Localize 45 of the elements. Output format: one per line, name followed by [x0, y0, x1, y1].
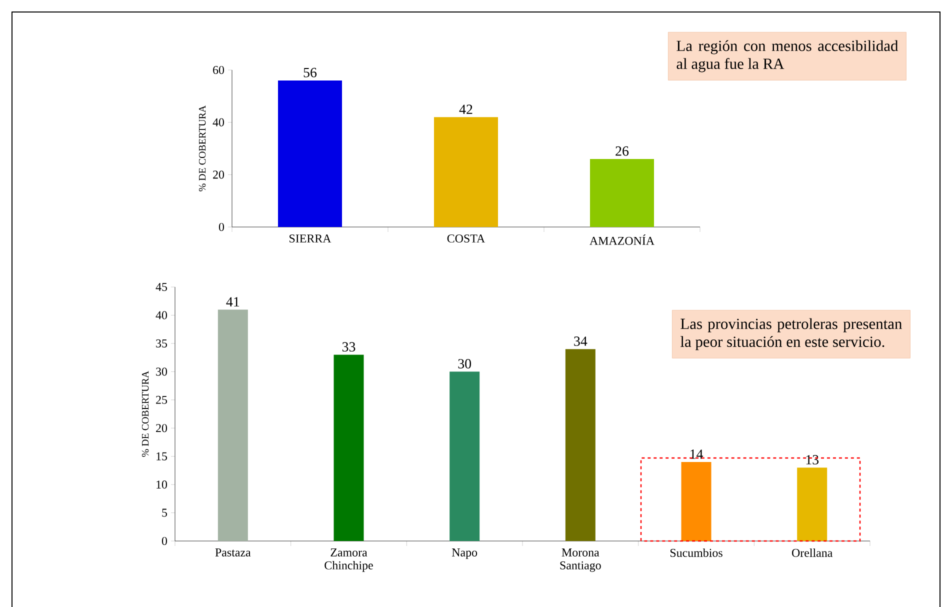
data-label: 56 — [304, 68, 317, 78]
x-tick-label: COSTA — [447, 234, 486, 243]
x-tick-label: Napo — [452, 548, 478, 559]
x-tick-label: Sucumbios — [670, 548, 722, 557]
data-label: 14 — [690, 450, 704, 459]
y-tick-label: 30 — [156, 368, 168, 376]
y-tick-label: 20 — [213, 170, 224, 179]
y-tick-label: 60 — [213, 66, 224, 74]
bar — [218, 310, 248, 541]
bar — [565, 349, 596, 541]
data-label: 26 — [616, 146, 629, 156]
bar — [450, 372, 480, 541]
data-label: 34 — [574, 336, 588, 346]
data-label: 13 — [806, 455, 819, 464]
bar — [278, 80, 342, 227]
data-label: 41 — [226, 297, 240, 306]
y-tick-label: 15 — [156, 452, 168, 460]
y-tick-label: 45 — [156, 283, 168, 291]
data-label: 30 — [458, 359, 472, 368]
bar — [334, 354, 364, 541]
data-label: 33 — [342, 342, 356, 352]
bar — [590, 158, 654, 227]
x-tick-label: Orellana — [792, 548, 833, 557]
y-tick-label: 25 — [156, 396, 168, 404]
bar — [434, 117, 498, 227]
y-tick-label: 5 — [162, 508, 168, 517]
y-tick-label: 35 — [156, 339, 168, 348]
x-tick-label: AMAZONÍA — [590, 234, 654, 245]
y-tick-label: 40 — [212, 118, 224, 126]
y-tick-label: 40 — [156, 311, 168, 320]
bar — [681, 462, 712, 541]
bar — [797, 468, 828, 541]
data-label: 42 — [459, 104, 472, 114]
y-tick-label: 0 — [218, 222, 224, 232]
x-tick-label: SIERRA — [290, 234, 332, 243]
x-tick-label: Zamora Chinchipe — [324, 548, 373, 572]
y-axis-title: % DE COBERTURA — [142, 370, 149, 457]
x-tick-label: Pastaza — [215, 548, 251, 556]
y-tick-label: 10 — [156, 480, 168, 489]
y-tick-label: 20 — [156, 424, 168, 432]
y-axis-title: % DE COBERTURA — [198, 105, 206, 192]
x-tick-label: Morona Santiago — [560, 548, 601, 572]
annotation: La región con menos accesibilidad al agua fue la RA — [676, 40, 898, 72]
y-tick-label: 0 — [162, 536, 168, 546]
annotation: Las provincias petroleras presentan la peor situación en este servicio. — [680, 318, 902, 350]
